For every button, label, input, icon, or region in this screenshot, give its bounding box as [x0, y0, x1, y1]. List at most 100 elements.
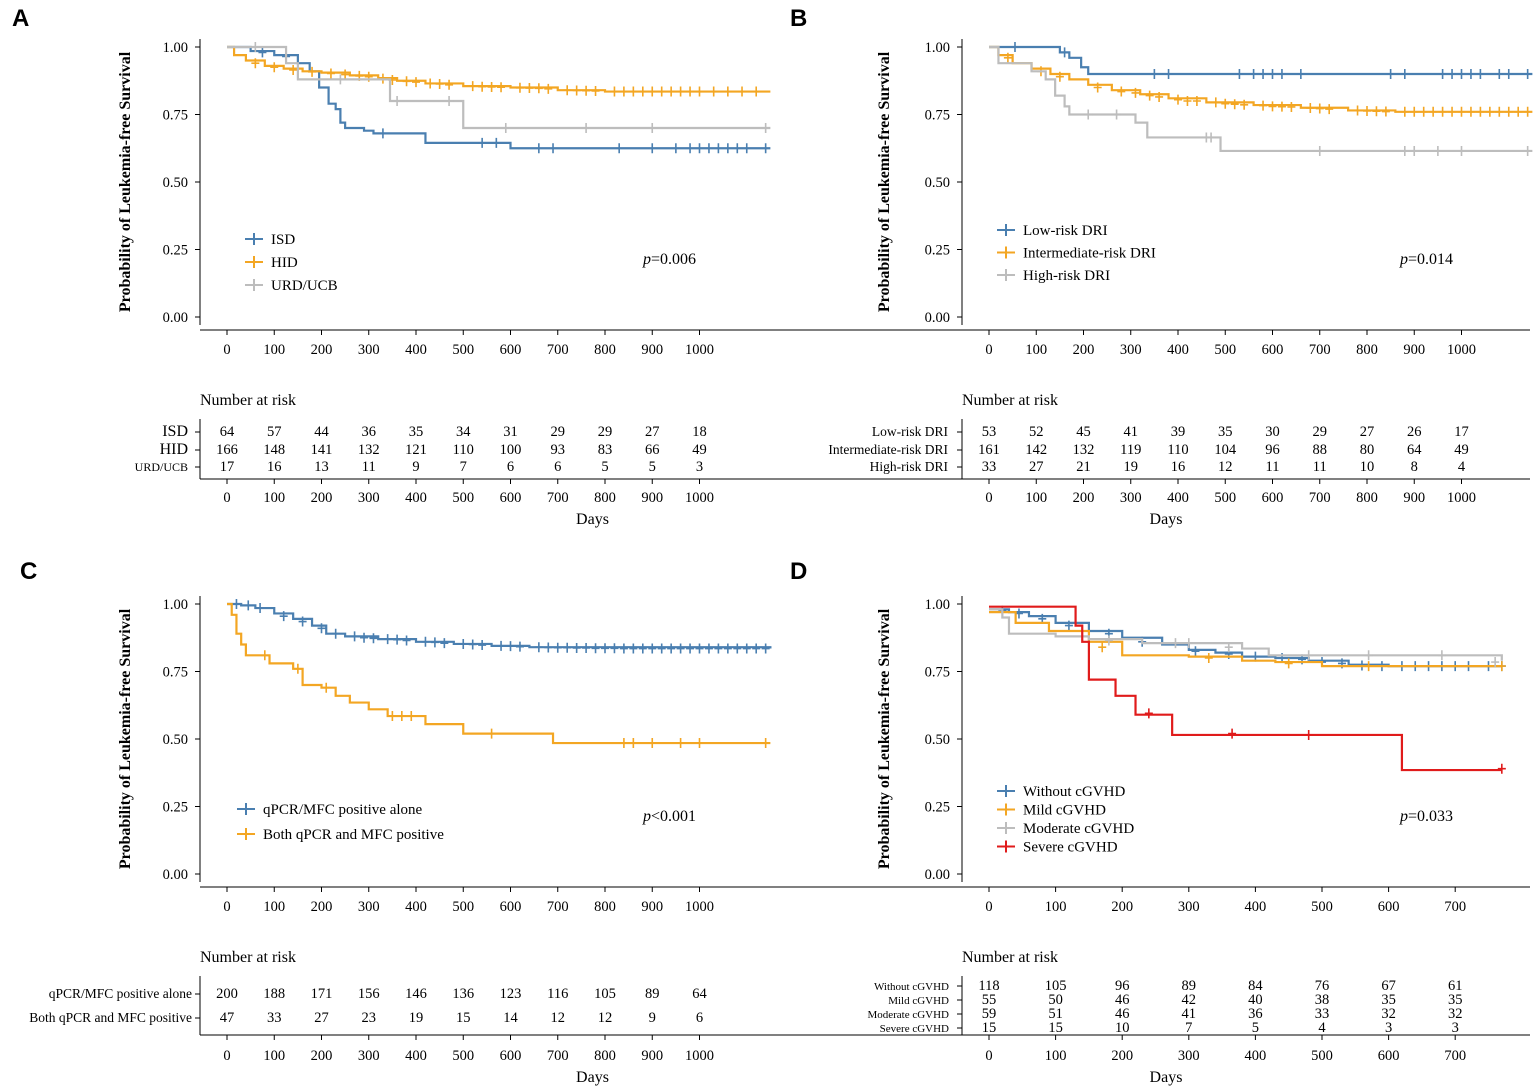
risk-count: 5 [649, 459, 656, 475]
risk-x-tick-label: 400 [405, 1048, 427, 1064]
censor-mark [383, 634, 392, 645]
censor-mark [1386, 69, 1395, 79]
censor-mark [572, 85, 581, 96]
risk-x-tick-label: 600 [500, 1048, 522, 1064]
risk-count: 64 [220, 424, 235, 440]
y-axis-label: Probability of Leukemia-free Survival [876, 51, 893, 312]
censor-mark [761, 738, 770, 749]
risk-count: 3 [1385, 1020, 1392, 1036]
legend-item: qPCR/MFC positive alone [237, 802, 423, 818]
legend-item: High-risk DRI [997, 268, 1110, 284]
censor-mark [435, 78, 444, 89]
censor-mark [445, 96, 454, 106]
risk-count: 146 [405, 986, 427, 1002]
censor-mark [601, 643, 609, 654]
censor-mark [1437, 650, 1446, 661]
x-tick-label: 1000 [1447, 342, 1476, 358]
legend-label: ISD [271, 232, 295, 248]
legend-item: Moderate cGVHD [997, 821, 1134, 837]
risk-x-tick-label: 1000 [685, 490, 714, 506]
censor-mark [1495, 106, 1504, 117]
risk-x-tick-label: 800 [594, 1048, 616, 1064]
x-axis: 0 100 200 300 400 500 600 700 800 900 1000 [962, 329, 1530, 358]
risk-count: 9 [649, 1010, 656, 1026]
censor-mark [686, 86, 695, 97]
censor-mark [1284, 658, 1293, 669]
censor-mark [619, 643, 628, 654]
risk-count: 31 [503, 424, 518, 440]
risk-count: 17 [220, 459, 235, 475]
risk-count: 3 [1452, 1020, 1459, 1036]
censor-mark [1400, 145, 1409, 156]
risk-count: 27 [314, 1010, 329, 1026]
censor-mark [402, 76, 411, 87]
risk-x-tick-label: 100 [1045, 1048, 1067, 1064]
censor-mark [487, 81, 496, 92]
risk-count: 36 [362, 424, 377, 440]
risk-count: 12 [551, 1010, 566, 1026]
panel-letter: A [12, 5, 29, 32]
number-at-risk-table: Number at risk 0 100 200 300 400 500 600 700 With… [867, 949, 1530, 1086]
censor-mark [1438, 106, 1447, 117]
censor-mark [733, 143, 742, 154]
risk-x-tick-label: 200 [311, 490, 333, 506]
censor-mark [1240, 99, 1249, 110]
legend-swatch [245, 279, 263, 291]
censor-mark [1145, 90, 1154, 101]
y-tick-label: 0.00 [163, 310, 188, 326]
censor-mark [709, 86, 718, 97]
legend: qPCR/MFC positive alone Both qPCR and MFC… [237, 802, 444, 843]
legend-label: Intermediate-risk DRI [1023, 246, 1156, 262]
censor-mark [657, 643, 666, 654]
legend-label: Mild cGVHD [1023, 803, 1106, 819]
x-tick-label: 400 [405, 342, 427, 358]
censor-mark [629, 738, 638, 749]
risk-x-tick-label: 0 [985, 1048, 992, 1064]
censor-mark [1221, 98, 1230, 109]
censor-mark [1277, 101, 1286, 112]
risk-x-tick-label: 600 [1378, 1048, 1400, 1064]
censor-mark [426, 78, 435, 89]
x-tick-label: 300 [358, 899, 380, 915]
risk-count: 33 [1315, 1006, 1330, 1022]
legend-item: URD/UCB [245, 278, 338, 294]
x-tick-label: 600 [1378, 899, 1400, 915]
p-value: p=0.014 [1399, 251, 1453, 268]
censor-mark [1485, 106, 1494, 117]
risk-count: 66 [645, 442, 660, 458]
x-tick-label: 500 [1311, 899, 1333, 915]
censor-mark [704, 143, 713, 154]
risk-count: 41 [1182, 1006, 1197, 1022]
censor-mark [553, 642, 562, 653]
legend-label: qPCR/MFC positive alone [263, 802, 423, 818]
x-axis-label: Days [576, 1069, 609, 1086]
risk-row-label: Intermediate-risk DRI [828, 442, 948, 457]
risk-count: 52 [1029, 424, 1044, 440]
risk-count: 45 [1076, 424, 1091, 440]
risk-x-tick-label: 300 [1120, 490, 1142, 506]
p-value-text: <0.001 [651, 808, 696, 825]
risk-count: 110 [1167, 442, 1188, 458]
series-mild-cgvhd [989, 611, 1506, 672]
risk-count: 32 [1448, 1006, 1463, 1022]
censor-mark [667, 86, 676, 97]
risk-x-tick-label: 0 [985, 490, 992, 506]
risk-count: 141 [311, 442, 333, 458]
censor-mark [1211, 97, 1220, 108]
survival-curve [989, 608, 1502, 668]
censor-mark [648, 738, 657, 749]
risk-row-label: Moderate cGVHD [867, 1009, 949, 1021]
x-axis-label: Days [1150, 1069, 1183, 1086]
censor-mark [572, 643, 581, 654]
risk-count: 83 [598, 442, 613, 458]
censor-mark [610, 643, 619, 654]
censor-mark [1117, 86, 1126, 97]
censor-mark [695, 86, 704, 97]
censor-mark [497, 640, 506, 651]
risk-count: 15 [982, 1020, 997, 1036]
risk-count: 57 [267, 424, 282, 440]
risk-count: 15 [1048, 1020, 1063, 1036]
number-at-risk-table: Number at risk 0 100 200 300 400 500 600 700 800 9… [828, 392, 1530, 528]
survival-curve [227, 45, 771, 150]
censor-mark [1497, 661, 1506, 672]
